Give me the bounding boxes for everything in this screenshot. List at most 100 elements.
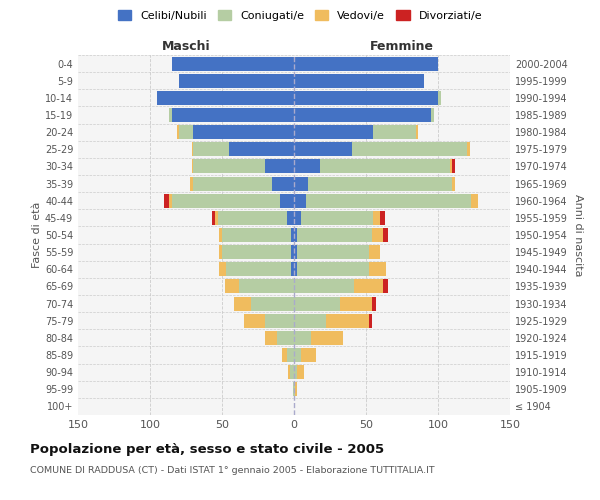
Bar (190, 176, 193, 190)
Bar (265, 314, 294, 328)
Bar (372, 296, 376, 310)
Bar (192, 160, 193, 173)
Bar (294, 142, 352, 156)
Bar (301, 211, 373, 225)
Bar (169, 194, 172, 207)
Bar (294, 280, 355, 293)
Bar (449, 160, 452, 173)
Bar (178, 125, 179, 139)
Bar (294, 314, 326, 328)
Bar (467, 142, 470, 156)
Bar (239, 280, 294, 293)
Bar (297, 245, 369, 259)
Bar (352, 142, 467, 156)
Bar (383, 280, 388, 293)
Text: Femmine: Femmine (370, 40, 434, 54)
Bar (219, 262, 226, 276)
Bar (172, 56, 294, 70)
Bar (277, 331, 294, 345)
Bar (251, 296, 294, 310)
Bar (222, 228, 291, 242)
Bar (438, 91, 441, 105)
Bar (226, 262, 291, 276)
Bar (294, 176, 308, 190)
Bar (294, 245, 297, 259)
Bar (219, 228, 222, 242)
Bar (280, 194, 294, 207)
Y-axis label: Anni di nascita: Anni di nascita (573, 194, 583, 276)
Bar (416, 125, 418, 139)
Bar (265, 331, 277, 345)
Bar (179, 74, 294, 88)
Bar (169, 108, 172, 122)
Bar (294, 331, 311, 345)
Bar (369, 262, 386, 276)
Y-axis label: Fasce di età: Fasce di età (32, 202, 42, 268)
Bar (192, 142, 193, 156)
Bar (265, 160, 294, 173)
Bar (294, 228, 297, 242)
Bar (290, 365, 294, 379)
Bar (320, 160, 449, 173)
Bar (380, 211, 385, 225)
Bar (297, 228, 372, 242)
Bar (294, 365, 297, 379)
Bar (172, 194, 280, 207)
Bar (172, 108, 294, 122)
Bar (373, 125, 416, 139)
Bar (193, 142, 229, 156)
Bar (294, 211, 301, 225)
Bar (297, 365, 304, 379)
Bar (291, 245, 294, 259)
Bar (294, 91, 438, 105)
Bar (291, 228, 294, 242)
Bar (294, 262, 297, 276)
Bar (294, 74, 424, 88)
Bar (301, 348, 316, 362)
Bar (452, 176, 455, 190)
Bar (272, 176, 294, 190)
Text: COMUNE DI RADDUSA (CT) - Dati ISTAT 1° gennaio 2005 - Elaborazione TUTTITALIA.IT: COMUNE DI RADDUSA (CT) - Dati ISTAT 1° g… (30, 466, 434, 475)
Bar (297, 262, 369, 276)
Bar (212, 211, 215, 225)
Bar (294, 296, 340, 310)
Bar (294, 382, 295, 396)
Bar (193, 160, 265, 173)
Bar (288, 365, 290, 379)
Bar (244, 314, 265, 328)
Bar (293, 382, 294, 396)
Bar (193, 176, 272, 190)
Bar (287, 348, 294, 362)
Bar (369, 314, 372, 328)
Bar (294, 56, 438, 70)
Bar (295, 382, 297, 396)
Bar (373, 211, 380, 225)
Bar (471, 194, 478, 207)
Bar (157, 91, 294, 105)
Bar (233, 296, 251, 310)
Bar (283, 348, 287, 362)
Text: Popolazione per età, sesso e stato civile - 2005: Popolazione per età, sesso e stato civil… (30, 442, 384, 456)
Bar (193, 125, 294, 139)
Bar (294, 348, 301, 362)
Bar (326, 314, 369, 328)
Bar (372, 228, 383, 242)
Bar (294, 194, 305, 207)
Bar (294, 160, 320, 173)
Bar (355, 280, 383, 293)
Bar (369, 245, 380, 259)
Bar (305, 194, 471, 207)
Bar (164, 194, 169, 207)
Bar (431, 108, 434, 122)
Bar (225, 280, 239, 293)
Bar (291, 262, 294, 276)
Bar (311, 331, 343, 345)
Bar (229, 142, 294, 156)
Text: Maschi: Maschi (161, 40, 211, 54)
Legend: Celibi/Nubili, Coniugati/e, Vedovi/e, Divorziati/e: Celibi/Nubili, Coniugati/e, Vedovi/e, Di… (116, 8, 484, 23)
Bar (308, 176, 452, 190)
Bar (294, 108, 431, 122)
Bar (452, 160, 455, 173)
Bar (218, 211, 287, 225)
Bar (222, 245, 291, 259)
